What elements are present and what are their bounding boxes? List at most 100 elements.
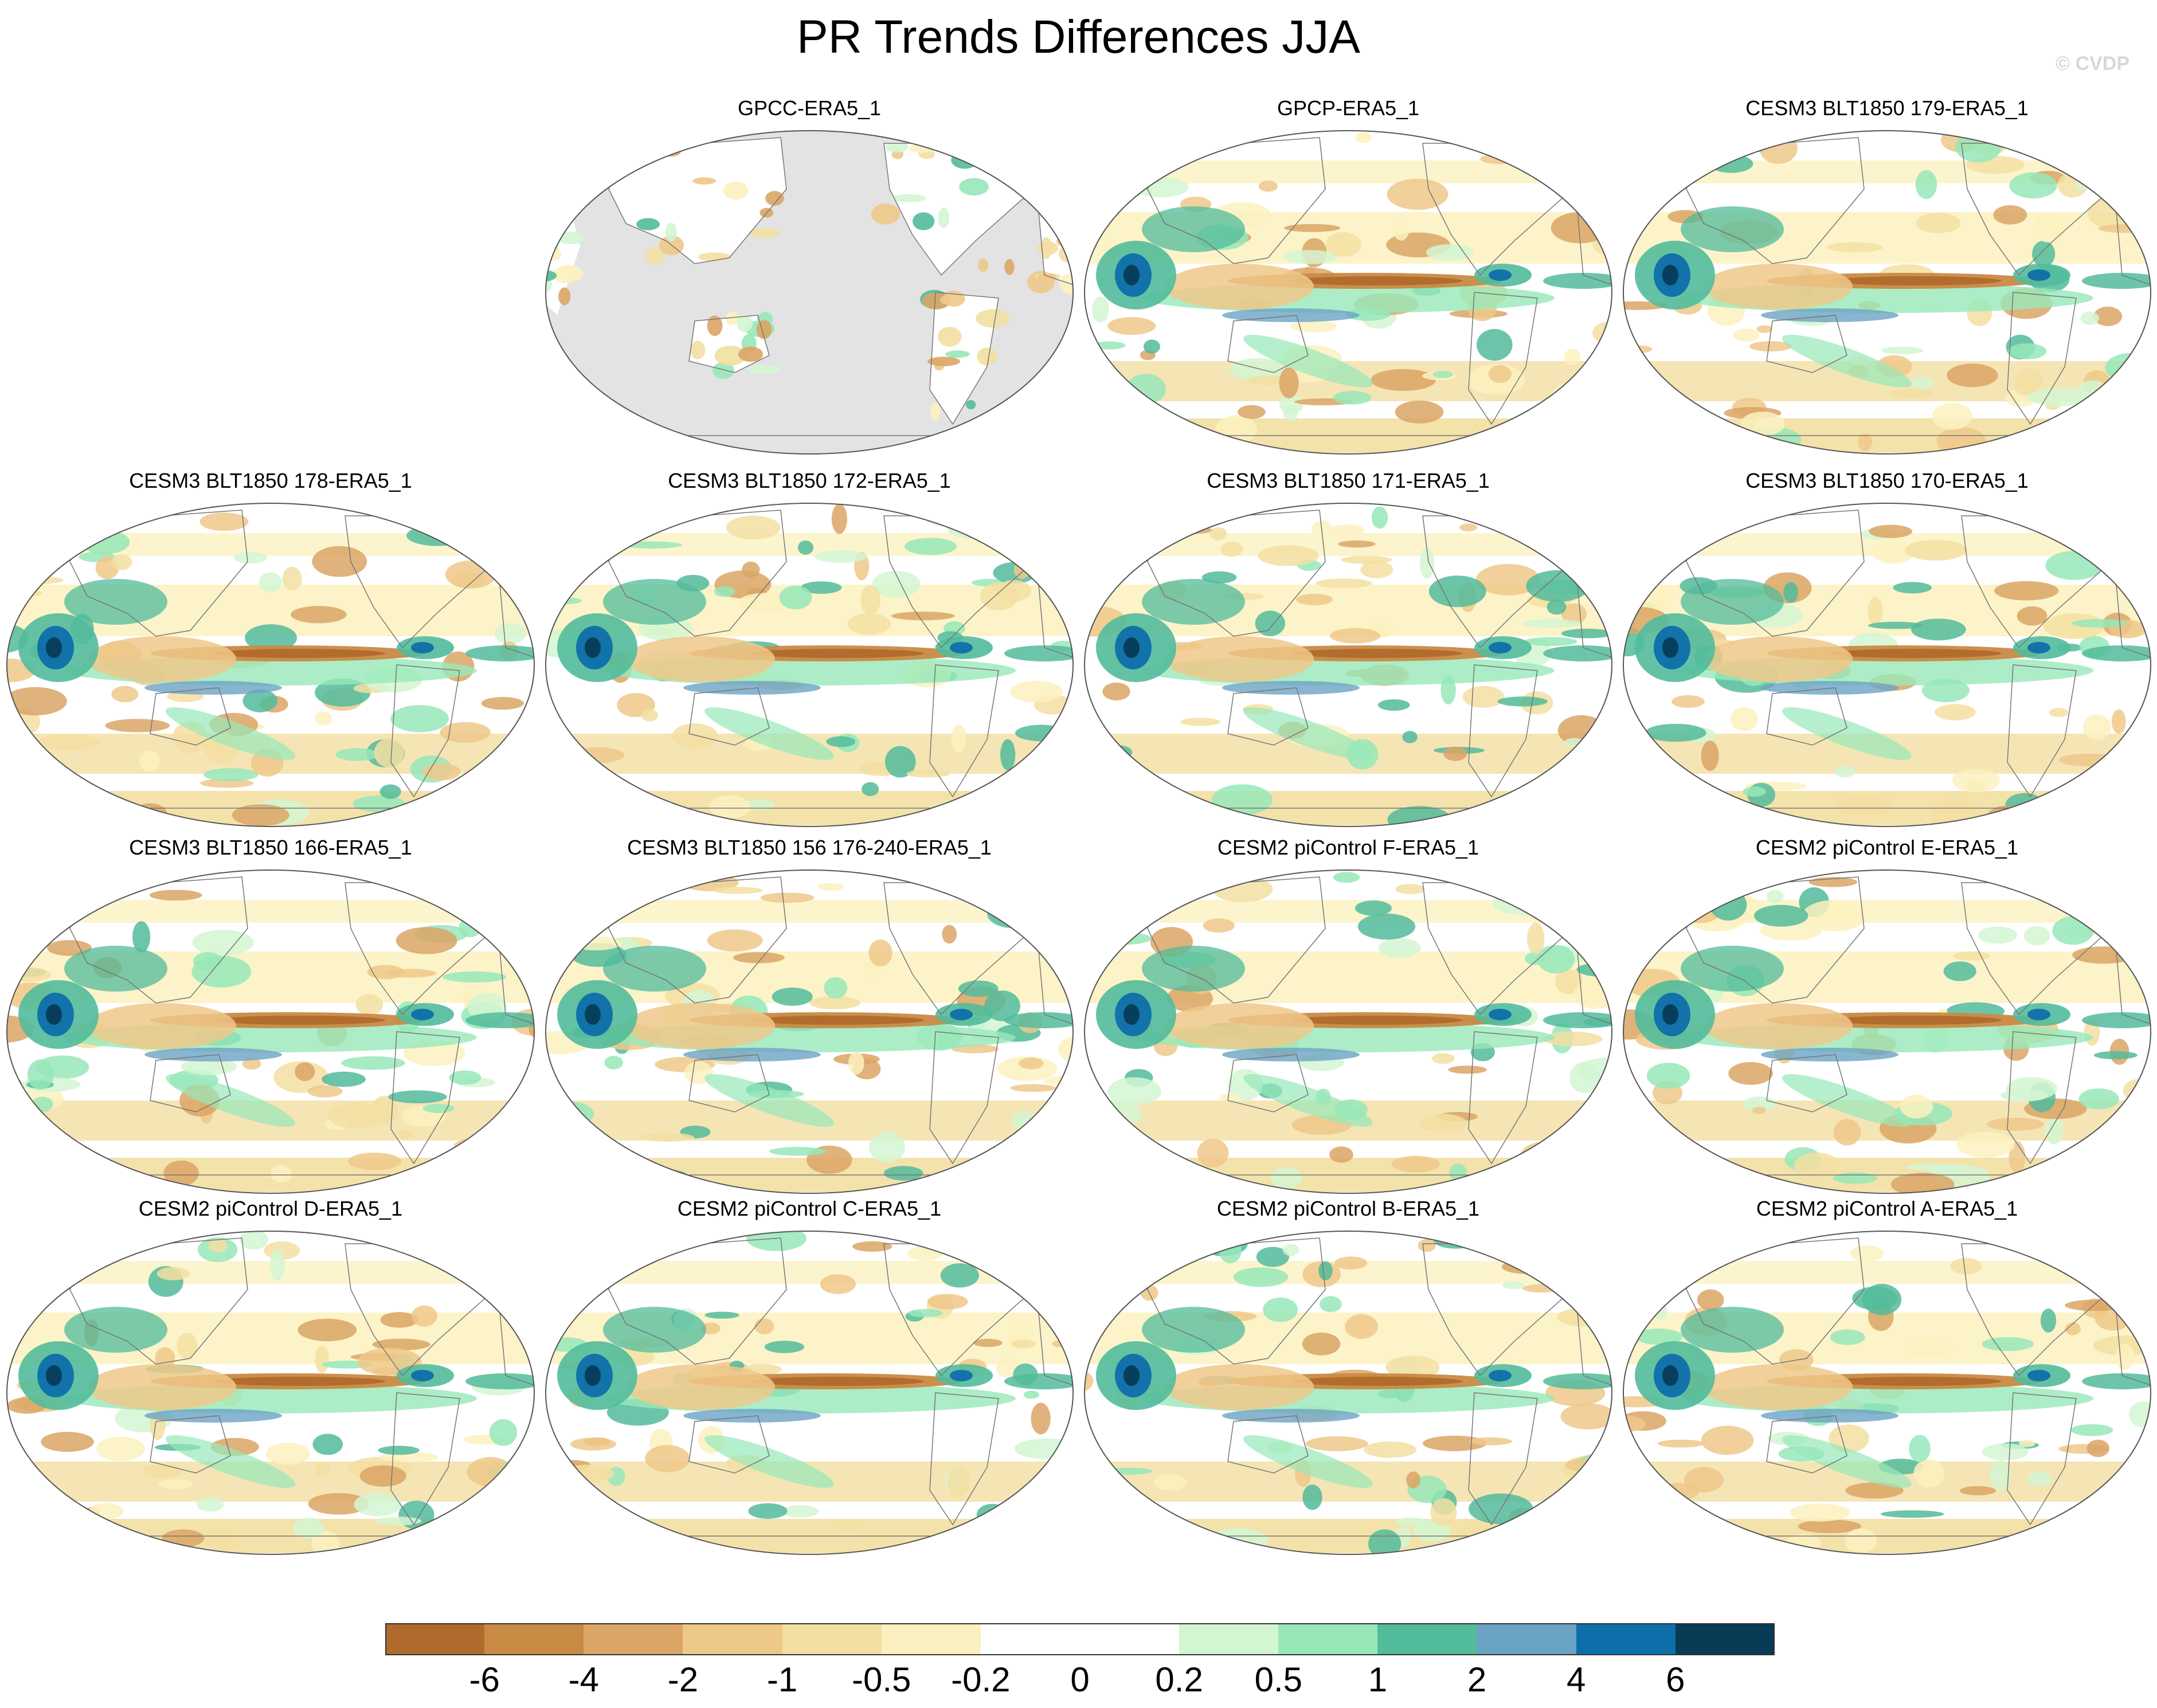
east-pacific-core: [1489, 1009, 1512, 1020]
coastline: [69, 1237, 248, 1365]
trend-anomaly: [723, 181, 749, 200]
trend-anomaly: [562, 1464, 614, 1483]
trend-anomaly: [1543, 1031, 1603, 1047]
trend-anomaly: [1647, 1171, 1678, 1191]
coastline: [929, 1392, 999, 1526]
colorbar-swatch: [584, 1623, 683, 1655]
coastline: [1468, 292, 1538, 425]
map-boundary: [1623, 1231, 2151, 1555]
trend-anomaly: [1591, 1264, 1612, 1296]
coastline: [1766, 1054, 1847, 1112]
panel-title: CESM3 BLT1850 171-ERA5_1: [1207, 469, 1490, 492]
trend-anomaly: [869, 1131, 906, 1163]
trend-anomaly: [714, 345, 747, 366]
trend-anomaly: [1987, 1117, 2044, 1131]
coastline: [608, 510, 787, 637]
trend-anomaly: [2124, 1268, 2151, 1282]
trend-anomaly: [1058, 1036, 1073, 1063]
trend-anomaly: [945, 350, 970, 358]
itcz-dry-core: [1830, 649, 2002, 658]
trend-anomaly: [1009, 680, 1063, 703]
trend-anomaly: [1916, 213, 1961, 233]
trend-anomaly: [1038, 273, 1056, 282]
trend-anomaly: [2072, 618, 2127, 628]
indian-ocean-peak: [1662, 637, 1678, 658]
trend-anomaly: [132, 921, 151, 953]
atlantic-wet: [1543, 1012, 1612, 1028]
trend-anomaly: [1563, 1160, 1595, 1191]
maritime-dry: [1165, 1364, 1314, 1410]
trend-anomaly: [886, 141, 909, 153]
trend-anomaly: [1391, 1155, 1440, 1173]
trend-anomaly: [1525, 637, 1577, 647]
trend-anomaly: [7, 1285, 31, 1295]
trend-anomaly: [449, 1070, 481, 1085]
east-pacific-core: [2027, 1009, 2050, 1020]
trend-anomaly: [406, 525, 468, 546]
trend-anomaly: [158, 1479, 193, 1490]
trend-anomaly: [1282, 1244, 1299, 1256]
map-panel: CESM2 piControl D-ERA5_1: [1, 1197, 540, 1564]
trend-anomaly: [1905, 539, 1967, 561]
map-panel: CESM3 BLT1850 172-ERA5_1: [540, 469, 1079, 836]
trend-anomaly: [1537, 945, 1575, 974]
east-pacific-core: [1489, 269, 1512, 281]
colorbar-tick-label: 6: [1666, 1660, 1685, 1699]
trend-anomaly: [1623, 1275, 1651, 1298]
trend-anomaly: [7, 575, 64, 585]
trend-anomaly: [597, 1180, 630, 1190]
trend-anomaly: [1333, 390, 1372, 405]
east-pacific-core: [1489, 1370, 1512, 1381]
map-boundary: [6, 503, 535, 827]
atlantic-wet: [1004, 1373, 1073, 1389]
south-pacific-band: [1782, 707, 1912, 760]
maritime-dry: [87, 1364, 236, 1410]
trend-anomaly: [1462, 685, 1505, 708]
coastline: [608, 876, 787, 1004]
colorbar-tick-label: -4: [568, 1660, 599, 1699]
trend-anomaly: [707, 315, 723, 336]
trend-anomaly: [518, 1264, 534, 1278]
trend-anomaly: [1635, 182, 1674, 193]
monsoon-wet: [603, 1307, 706, 1353]
trend-anomaly: [1889, 389, 1933, 398]
trend-anomaly: [1329, 1146, 1353, 1163]
trend-anomaly: [1290, 320, 1337, 332]
trend-anomaly: [947, 1466, 970, 1498]
trend-anomaly: [1158, 526, 1214, 535]
itcz-dry-core: [1291, 1377, 1463, 1386]
south-pacific-band: [1782, 1074, 1912, 1127]
trend-anomaly: [1032, 1482, 1062, 1503]
trend-anomaly: [908, 1309, 943, 1318]
trend-anomaly: [1547, 599, 1567, 615]
trend-anomaly: [868, 939, 892, 967]
trend-anomaly: [245, 624, 297, 652]
trend-anomaly: [1728, 1062, 1773, 1085]
trend-anomaly: [797, 540, 814, 555]
trend-anomaly: [996, 579, 1032, 602]
trend-anomaly: [1743, 786, 1766, 797]
trend-anomaly: [312, 1433, 343, 1455]
trend-anomaly: [1590, 1303, 1612, 1325]
trend-anomaly: [1756, 325, 1772, 333]
trend-anomaly: [1623, 1482, 1671, 1504]
trend-anomaly: [1320, 1296, 1342, 1313]
credit-watermark: © CVDP: [2056, 53, 2129, 75]
trend-anomaly: [927, 1294, 968, 1310]
indian-ocean-peak: [585, 637, 601, 658]
trend-anomaly: [1564, 348, 1581, 366]
trend-anomaly: [1031, 1501, 1070, 1509]
panel-title: CESM3 BLT1850 166-ERA5_1: [129, 836, 412, 859]
trend-anomaly: [608, 147, 641, 166]
trend-anomaly: [1430, 1498, 1457, 1527]
south-pacific-band: [1243, 335, 1373, 387]
trend-anomaly: [1568, 902, 1612, 913]
trend-anomaly: [748, 1503, 788, 1519]
coastline: [1147, 876, 1326, 1004]
trend-anomaly: [7, 1257, 26, 1280]
trend-anomaly: [546, 1484, 557, 1504]
trend-anomaly: [781, 1505, 819, 1518]
trend-anomaly: [1830, 1329, 1865, 1345]
trend-anomaly: [930, 402, 940, 421]
trend-anomaly: [380, 1312, 418, 1328]
